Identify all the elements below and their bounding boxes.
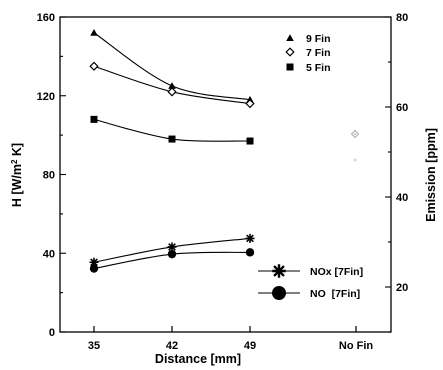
axes-frame	[59, 16, 392, 333]
plot-frame	[59, 16, 392, 333]
no-fin-faint-diamond	[350, 129, 360, 139]
series-markers	[89, 28, 255, 273]
legend-item: NO [7Fin]	[258, 286, 360, 300]
data-point-square	[246, 137, 254, 145]
x-tick-label: No Fin	[339, 340, 373, 352]
data-point-star	[167, 242, 177, 252]
series-lines	[93, 32, 251, 270]
left-y-tick-label: 80	[43, 170, 55, 182]
x-tick-label: 42	[166, 340, 178, 352]
left-y-tick-label: 160	[37, 12, 55, 24]
left-y-axis-label-end: K]	[10, 143, 24, 160]
x-axis-label: Distance [mm]	[155, 352, 241, 366]
legend-item: NOx [7Fin]	[258, 264, 363, 278]
no-fin-faint-markers	[350, 129, 360, 162]
data-point-square	[168, 135, 176, 143]
no-fin-faint-dot	[353, 158, 357, 162]
data-point-triangle	[90, 28, 98, 36]
legend-item: 5 Fin	[286, 62, 331, 74]
left-y-axis-label: H [W/m2 K]	[10, 143, 25, 207]
legend-label: NO [7Fin]	[310, 288, 360, 300]
legend-marker	[285, 47, 295, 57]
data-point-diamond	[89, 61, 99, 71]
left-y-tick-label: 120	[37, 91, 55, 103]
data-point-star	[245, 233, 255, 243]
legend-marker	[272, 286, 286, 300]
legend-item: 9 Fin	[286, 33, 331, 45]
x-ticks: 35 42 49 No Fin	[88, 326, 373, 352]
data-point-star	[89, 257, 99, 267]
data-point-diamond	[245, 98, 255, 109]
left-y-axis-label-main: H [W/m	[10, 164, 24, 207]
data-point-square	[90, 115, 98, 123]
right-y-tick-label: 60	[396, 102, 408, 114]
legend-label: NOx [7Fin]	[310, 266, 363, 278]
legend-label: 9 Fin	[306, 33, 331, 45]
legend: 9 Fin 7 Fin 5 Fin NOx [7Fin] NO [7Fin]	[258, 33, 363, 300]
left-y-axis-label-sup: 2	[10, 159, 19, 164]
right-y-tick-label: 40	[396, 192, 408, 204]
right-y-axis-label: Emission [ppm]	[424, 128, 438, 222]
data-point-circle	[245, 248, 255, 257]
left-y-tick-label: 40	[43, 248, 55, 260]
left-y-ticks: 0 40 80 120 160	[37, 12, 66, 339]
legend-label: 7 Fin	[306, 47, 331, 59]
legend-marker	[272, 264, 286, 278]
x-tick-label: 35	[88, 340, 100, 352]
data-point-triangle	[168, 82, 176, 89]
x-tick-label: 49	[244, 340, 256, 352]
right-y-tick-label: 80	[396, 12, 408, 24]
left-y-tick-label: 0	[49, 327, 55, 339]
data-point-diamond	[167, 87, 177, 97]
legend-marker	[286, 34, 294, 41]
legend-label: 5 Fin	[306, 62, 331, 74]
right-y-ticks: 20 40 60 80	[385, 12, 408, 333]
data-point-circle	[89, 264, 99, 273]
legend-item: 7 Fin	[285, 47, 331, 59]
legend-marker	[286, 63, 294, 71]
right-y-tick-label: 20	[396, 282, 408, 294]
data-point-circle	[167, 249, 177, 259]
